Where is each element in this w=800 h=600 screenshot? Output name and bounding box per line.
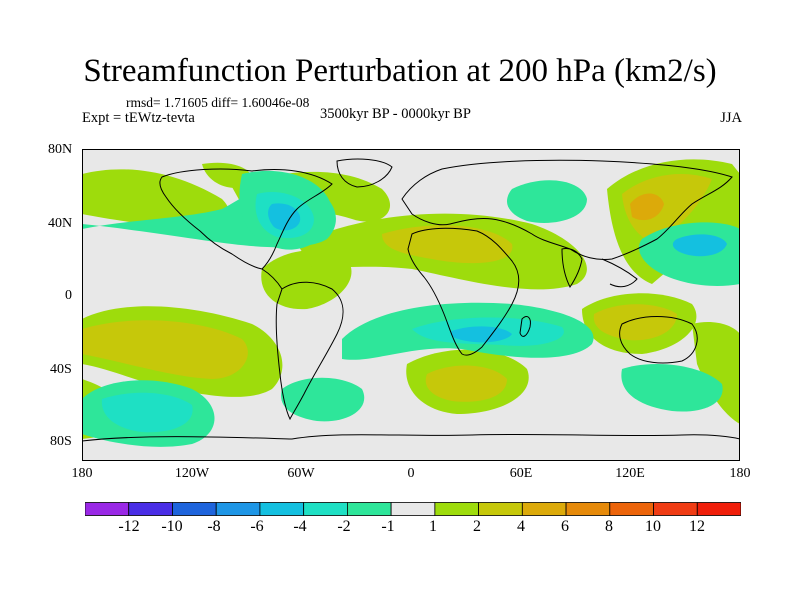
colorbar-swatch xyxy=(172,502,217,516)
colorbar-swatch xyxy=(85,502,130,516)
contour-south-atlantic-low xyxy=(281,377,365,422)
colorbar-swatch xyxy=(259,502,305,516)
contour-southeast-pacific-core xyxy=(101,392,193,433)
colorbar-label-m10: -10 xyxy=(161,518,183,535)
coastline-australia xyxy=(619,316,698,364)
colorbar-swatch xyxy=(434,502,479,516)
colorbar-label-m8: -8 xyxy=(207,518,221,535)
rmsd-diff-stats: rmsd= 1.71605 diff= 1.60046e-08 xyxy=(126,95,310,110)
lon-label-60e: 60E xyxy=(509,466,533,481)
contour-north-pacific-core xyxy=(672,234,727,257)
contour-north-atlantic-core xyxy=(268,203,301,231)
coastline-greenland xyxy=(336,158,393,188)
colorbar-swatch xyxy=(346,502,392,516)
coastline-central-america xyxy=(261,268,283,290)
lon-label-120w: 120W xyxy=(174,466,210,481)
colorbar-label-p6: 6 xyxy=(561,518,569,535)
contour-southeast-pacific-high xyxy=(692,322,740,424)
contour-northwest-pacific-mid xyxy=(622,174,712,244)
colorbar-swatch xyxy=(653,502,698,516)
coastline-madagascar xyxy=(519,316,531,337)
colorbar-label-m4: -4 xyxy=(293,518,307,535)
streamfunction-map xyxy=(82,149,740,461)
experiment-label: Expt = tEWtz-tevta xyxy=(82,110,195,126)
colorbar-swatch xyxy=(303,502,348,516)
coastline-southeast-asia xyxy=(601,258,638,288)
period-label: 3500kyr BP - 0000kyr BP xyxy=(320,106,471,122)
coastline-north-america xyxy=(159,168,333,270)
lat-label-80s: 80S xyxy=(50,434,72,449)
colorbar-swatch xyxy=(390,502,436,516)
colorbar-label-m1: -1 xyxy=(381,518,395,535)
lat-label-80n: 80N xyxy=(48,142,73,157)
colorbar-swatch xyxy=(696,502,741,516)
contour-south-pacific-core xyxy=(82,320,248,379)
season-label: JJA xyxy=(720,110,742,126)
coastline-africa xyxy=(407,227,520,356)
coastline-india xyxy=(561,248,583,288)
contour-south-atlantic-core xyxy=(425,365,507,402)
contour-southern-ocean-low xyxy=(621,364,723,412)
coastlines xyxy=(82,158,740,442)
contour-australia-core xyxy=(593,304,677,341)
lat-label-40n: 40N xyxy=(48,216,73,231)
contour-south-indian-core xyxy=(450,326,512,343)
colorbar-label-p4: 4 xyxy=(517,518,525,535)
plot-title: Streamfunction Perturbation at 200 hPa (… xyxy=(83,53,717,89)
lat-label-eq: 0 xyxy=(65,288,72,303)
colorbar-label-m2: -2 xyxy=(337,518,351,535)
colorbar-swatch xyxy=(565,502,611,516)
contour-africa-indian-core xyxy=(382,225,513,264)
coastline-south-america xyxy=(275,281,344,421)
lon-label-120e: 120E xyxy=(615,466,645,481)
lon-label-180e: 180 xyxy=(729,466,751,481)
contour-northwest-pacific-core xyxy=(630,193,664,221)
map-frame xyxy=(82,149,740,461)
colorbar-label-m12: -12 xyxy=(118,518,140,535)
contour-fills xyxy=(82,159,740,447)
coastline-antarctica xyxy=(82,433,740,442)
lon-label-180w: 180 xyxy=(71,466,93,481)
colorbar-label-p12: 12 xyxy=(689,518,705,535)
coastline-eurasia xyxy=(401,159,733,260)
colorbar-swatch xyxy=(609,502,654,516)
colorbar-label-p8: 8 xyxy=(605,518,613,535)
colorbar-swatch xyxy=(215,502,261,516)
lon-label-60w: 60W xyxy=(287,466,315,481)
colorbar-label-p10: 10 xyxy=(645,518,661,535)
colorbar-swatch xyxy=(478,502,523,516)
colorbar-label-p2: 2 xyxy=(473,518,481,535)
colorbar-label-p1: 1 xyxy=(429,518,437,535)
colorbar-label-m6: -6 xyxy=(250,518,264,535)
colorbar xyxy=(85,502,741,516)
colorbar-swatch xyxy=(128,502,173,516)
colorbar-swatch xyxy=(521,502,567,516)
lon-label-0: 0 xyxy=(407,466,415,481)
contour-atlantic-eastern-low xyxy=(507,180,587,223)
lat-label-40s: 40S xyxy=(50,362,72,377)
